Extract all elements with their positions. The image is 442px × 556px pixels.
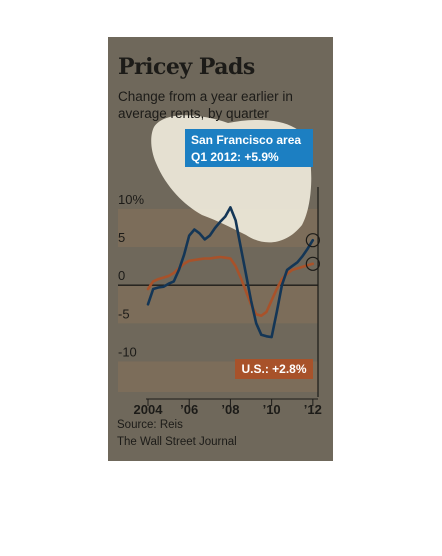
publisher-credit: The Wall Street Journal [117,436,237,448]
endpoint-markers [305,233,320,271]
callout-box-us [235,359,313,379]
x-tick-label: ’10 [263,402,281,417]
source-note: Source: Reis [117,419,183,431]
chart-subtitle: Change from a year earlier in average re… [118,89,293,121]
endpoint-marker-san-francisco [305,233,320,248]
y-tick-label: 5 [118,230,125,245]
callout-box-san-francisco [185,129,313,167]
callout-san-francisco-value: Q1 2012: +5.9% [191,150,279,164]
callout-san-francisco-name: San Francisco area [191,133,301,147]
callout-us-value: U.S.: +2.8% [241,362,306,376]
x-tick-label: ’12 [304,402,322,417]
y-tick-label: -10 [118,344,137,359]
endpoint-marker-us [305,256,320,271]
y-tick-label: 0 [118,268,125,283]
series-lines [146,206,315,339]
x-tick-label: ’06 [180,402,198,417]
x-axis-ticks: 2004 ’06 ’08 ’10 ’12 [134,398,322,417]
x-tick-label: ’08 [221,402,239,417]
chart-card: 10% 5 0 -5 -10 2004 ’06 ’08 ’10 ’12 San Francisc… [108,37,333,461]
chart-title: Pricey Pads [118,54,255,80]
y-tick-label: -5 [118,306,130,321]
x-tick-label: 2004 [134,402,164,417]
callout-labels: San Francisco area Q1 2012: +5.9% U.S.: +2… [185,129,313,379]
series-line-san-francisco [146,206,315,339]
y-tick-label: 10% [118,192,144,207]
line-chart: 10% 5 0 -5 -10 2004 ’06 ’08 ’10 ’12 San Francisc… [118,115,322,417]
y-axis-ticks: 10% 5 0 -5 -10 [118,192,144,360]
